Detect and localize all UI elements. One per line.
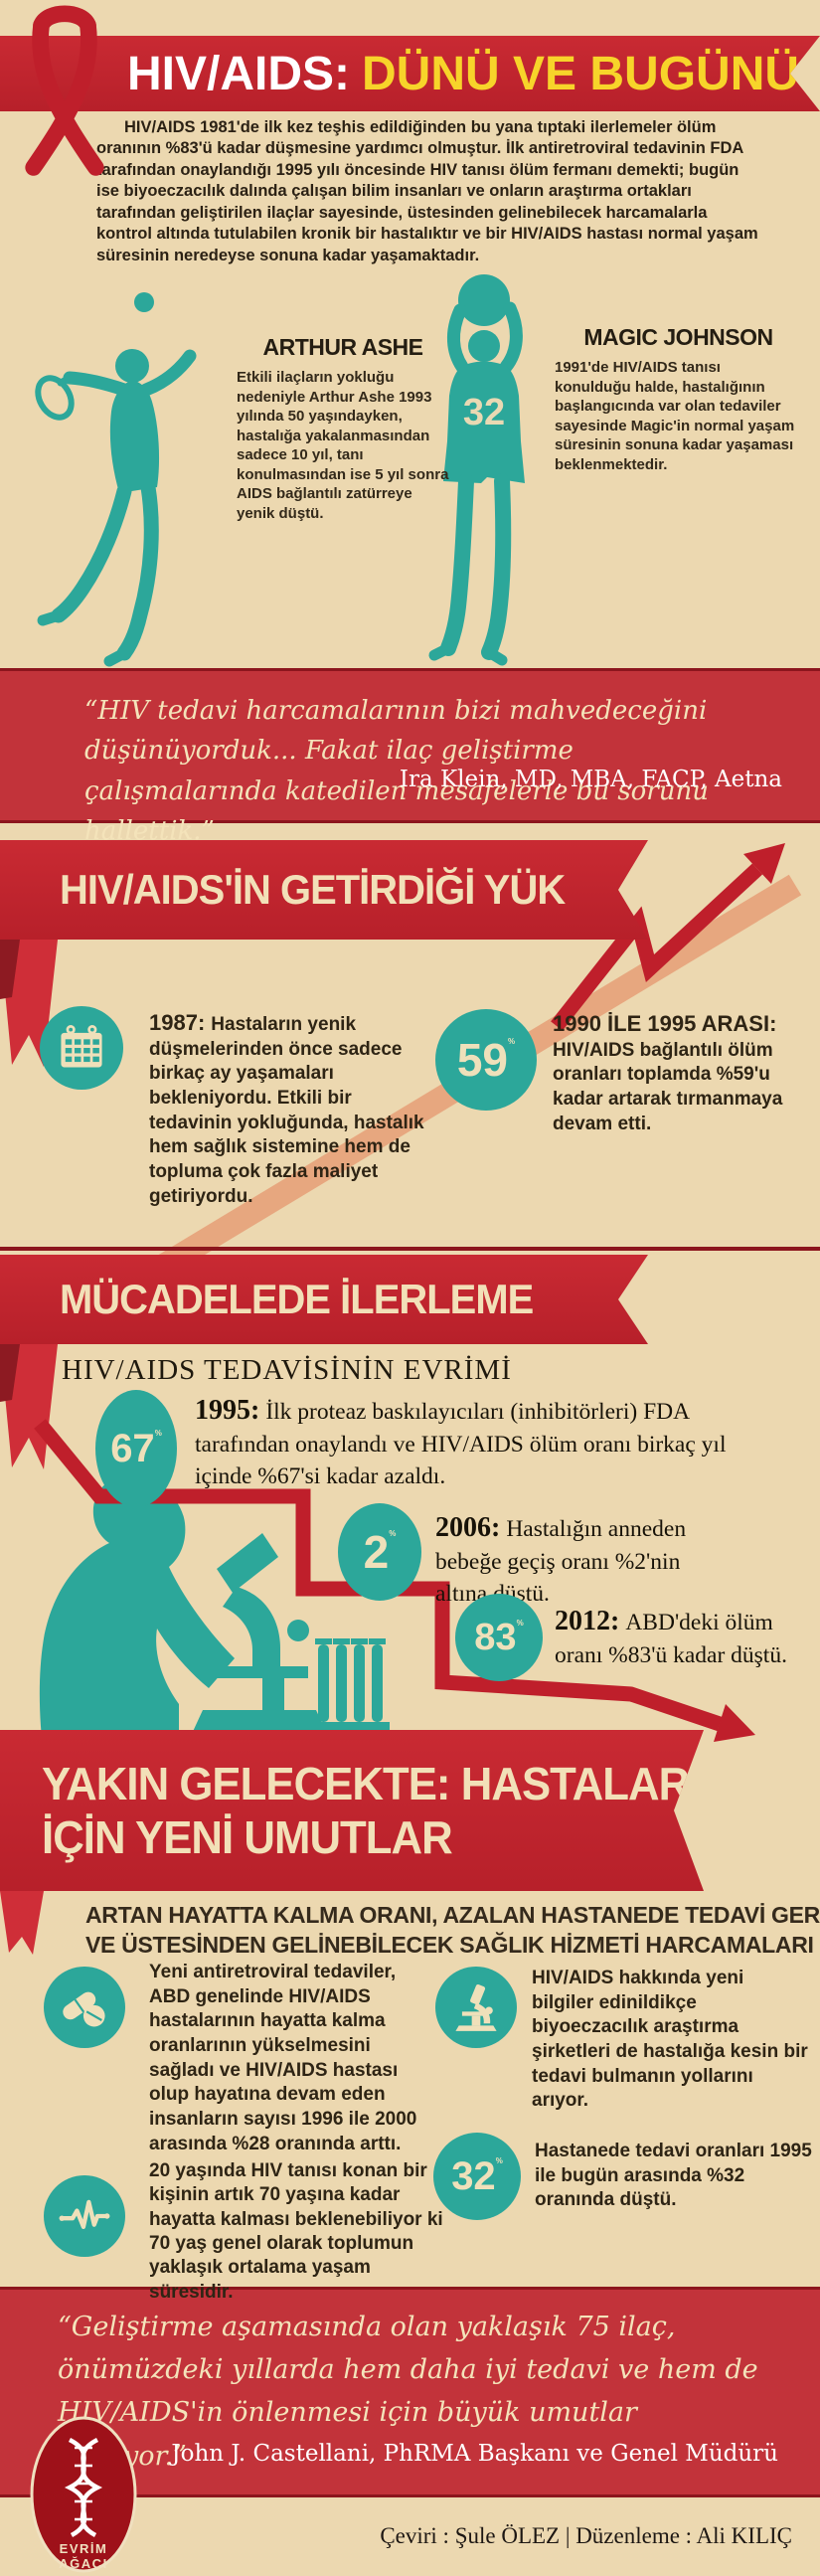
quote1-text: “HIV tedavi harcamalarının bizi mahvedec… xyxy=(84,696,709,846)
page-title-main: HIV/AIDS: xyxy=(127,47,351,100)
progress-subtitle: HIV/AIDS TEDAVİSİNİN EVRİMİ xyxy=(62,1354,512,1386)
intro-paragraph: HIV/AIDS 1981'de ilk kez teşhis edildiği… xyxy=(96,118,758,264)
heartbeat-icon xyxy=(59,2199,110,2229)
progress-2006-lead: 2006: xyxy=(435,1512,501,1543)
future-section-banner: YAKIN GELECEKTE: HASTALAR İÇİN YENİ UMUT… xyxy=(0,1730,704,1891)
burden-59-body: HIV/AIDS bağlantılı ölüm oranları toplam… xyxy=(553,1039,783,1134)
progress-section-banner: MÜCADELEDE İLERLEME xyxy=(0,1255,648,1344)
future-item-microscope-text: HIV/AIDS hakkında yeni bilgiler edinildi… xyxy=(532,1968,808,2112)
percent-32-value: 32 xyxy=(451,2154,496,2198)
future-item-pills-text: Yeni antiretroviral tedaviler, ABD genel… xyxy=(149,1962,417,2154)
basketball-player-silhouette: 32 xyxy=(428,274,525,666)
percent-83-badge: 83% xyxy=(455,1594,543,1681)
percent-59-unit: % xyxy=(508,1036,516,1046)
tennis-player-silhouette xyxy=(35,292,197,667)
microscope-icon xyxy=(455,1983,497,2031)
burden-1987-body: Hastaların yenik düşmelerinden önce sade… xyxy=(149,1014,424,1207)
progress-1995-body: İlk proteaz baskılayıcıları (inhibitörle… xyxy=(195,1399,727,1489)
burden-1987-text: 1987: Hastaların yenik düşmelerinden önce… xyxy=(149,1009,432,1210)
progress-2012-body: ABD'deki ölüm oranı %83'ü kadar düştü. xyxy=(555,1610,787,1668)
percent-2-badge: 2% xyxy=(338,1503,421,1601)
credits-text: Çeviri : Şule ÖLEZ | Düzenleme : Ali KIL… xyxy=(380,2523,792,2548)
header-banner: HIV/AIDS: DÜNÜ VE BUGÜNÜ xyxy=(0,36,820,111)
arthur-ashe-text: Etkili ilaçların yokluğu nedeniyle Arthu… xyxy=(237,369,449,522)
progress-2006-text: 2006: Hastalığın anneden bebeğe geçiş ora… xyxy=(435,1509,689,1610)
progress-2012-text: 2012: ABD'deki ölüm oranı %83'ü kadar düş… xyxy=(555,1603,803,1672)
percent-2-unit: % xyxy=(389,1528,397,1538)
aids-ribbon-icon xyxy=(25,5,104,176)
future-subtitle-line1: ARTAN HAYATTA KALMA ORANI, AZALAN HASTAN… xyxy=(85,1902,820,1928)
percent-67-unit: % xyxy=(154,1428,162,1438)
jersey-number: 32 xyxy=(463,392,505,433)
burden-section-title: HIV/AIDS'İN GETİRDİĞİ YÜK xyxy=(60,866,566,913)
logo-text-line2: AĞACI xyxy=(59,2556,107,2571)
magic-johnson-name: MAGIC JOHNSON xyxy=(583,324,773,350)
quote1-band: “HIV tedavi harcamalarının bizi mahvedec… xyxy=(0,668,820,846)
future-item-32-text: Hastanede tedavi oranları 1995 ile bugün… xyxy=(535,2141,812,2211)
calendar-icon xyxy=(61,1024,102,1068)
page-title-accent: DÜNÜ VE BUGÜNÜ xyxy=(362,47,800,100)
page-title: HIV/AIDS: DÜNÜ VE BUGÜNÜ xyxy=(127,47,799,101)
quote2-attribution: John J. Castellani, PhRMA Başkanı ve Gen… xyxy=(171,2441,778,2467)
burden-59-lead: 1990 İLE 1995 ARASI: xyxy=(553,1011,777,1036)
percent-59-value: 59 xyxy=(456,1034,509,1086)
percent-59-badge: 59% xyxy=(435,1009,537,1111)
evrim-agaci-logo: EVRİM AĞACI xyxy=(30,2416,137,2573)
future-item-heartbeat-text: 20 yaşında HIV tanısı konan bir kişinin … xyxy=(149,2160,443,2303)
percent-2-value: 2 xyxy=(363,1526,390,1578)
percent-32-badge: 32% xyxy=(433,2133,521,2220)
progress-1995-text: 1995: İlk proteaz baskılayıcıları (inhibi… xyxy=(195,1392,727,1492)
microscope-badge xyxy=(435,1967,517,2048)
percent-32-unit: % xyxy=(495,2155,503,2165)
future-subtitle: ARTAN HAYATTA KALMA ORANI, AZALAN HASTAN… xyxy=(85,1901,820,1961)
arthur-ashe-name: ARTHUR ASHE xyxy=(262,334,423,360)
future-title-line1: YAKIN GELECEKTE: HASTALAR xyxy=(42,1758,690,1809)
progress-1995-lead: 1995: xyxy=(195,1395,260,1426)
progress-section-title: MÜCADELEDE İLERLEME xyxy=(60,1276,534,1322)
progress-2006-body: Hastalığın anneden bebeğe geçiş oranı %2… xyxy=(435,1516,687,1607)
future-title-line2: İÇİN YENİ UMUTLAR xyxy=(42,1811,452,1863)
progress-2012-lead: 2012: xyxy=(555,1606,620,1636)
pills-icon xyxy=(63,1991,105,2027)
pills-badge xyxy=(44,1967,125,2048)
logo-text-line1: EVRİM xyxy=(60,2541,108,2556)
calendar-badge xyxy=(40,1006,123,1090)
heartbeat-badge xyxy=(44,2175,125,2257)
future-banner-tail xyxy=(0,1891,44,1955)
magic-johnson-text: 1991'de HIV/AIDS tanısı konulduğu halde,… xyxy=(555,359,795,473)
percent-67-value: 67 xyxy=(110,1427,155,1470)
percent-83-value: 83 xyxy=(474,1617,517,1658)
percent-67-badge: 67% xyxy=(95,1390,177,1507)
section-divider-line xyxy=(0,1247,820,1251)
burden-section-banner: HIV/AIDS'İN GETİRDİĞİ YÜK xyxy=(0,840,648,940)
burden-1987-lead: 1987: xyxy=(149,1010,206,1035)
burden-59-text: 1990 İLE 1995 ARASI: HIV/AIDS bağlantılı… xyxy=(553,1010,813,1136)
percent-83-unit: % xyxy=(516,1618,524,1628)
quote1-attribution: Ira Klein, MD, MBA, FACP, Aetna xyxy=(399,767,782,792)
future-subtitle-line2: VE ÜSTESİNDEN GELİNEBİLECEK SAĞLIK HİZME… xyxy=(85,1931,814,1958)
